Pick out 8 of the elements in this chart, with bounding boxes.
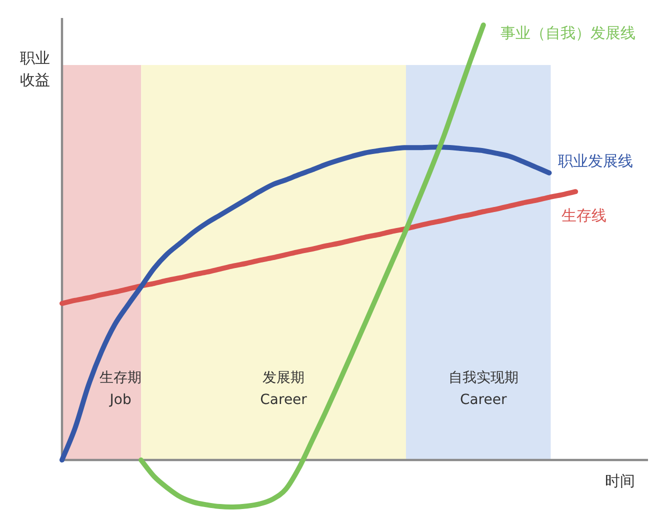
series-label: 职业发展线	[558, 152, 634, 170]
annotation: 自我实现期 Career	[448, 370, 518, 408]
y-axis-title: 职业收益	[20, 49, 50, 89]
series-label: 生存线	[562, 206, 607, 225]
annotation: 生存期 Job	[100, 370, 142, 408]
annotation: 发展期 Career	[260, 370, 307, 408]
series-label: 事业（自我）发展线	[500, 24, 636, 42]
x-axis-title: 时间	[605, 472, 635, 490]
